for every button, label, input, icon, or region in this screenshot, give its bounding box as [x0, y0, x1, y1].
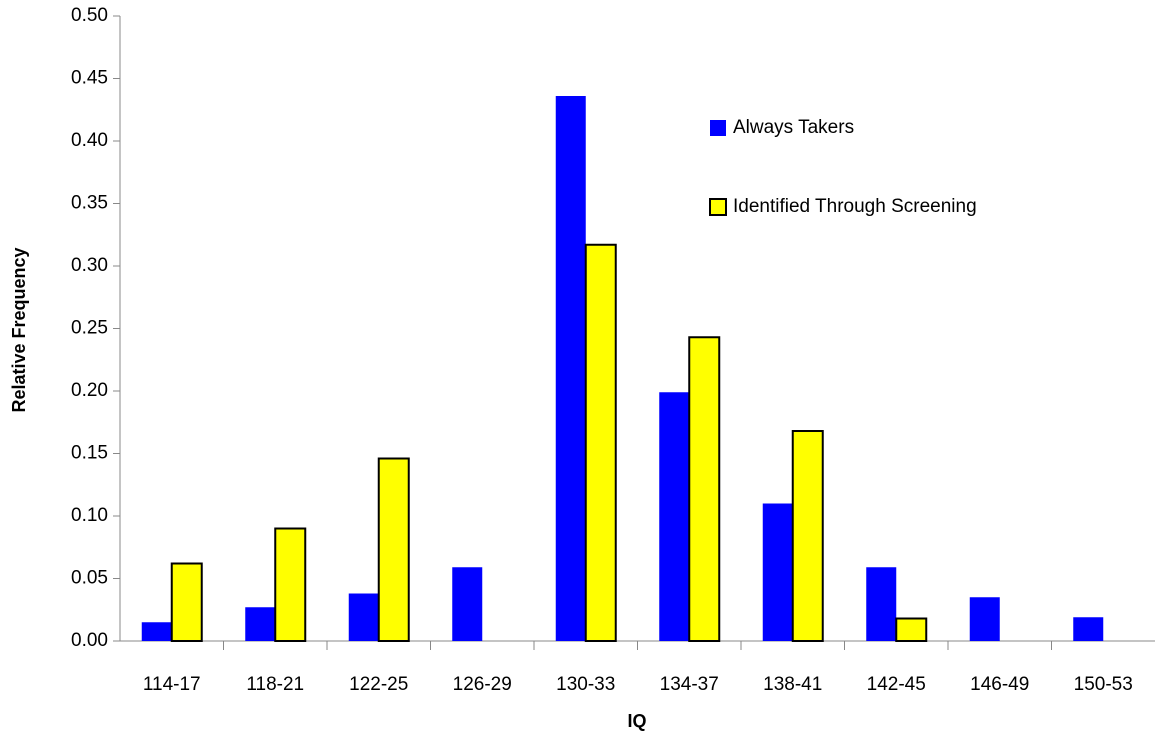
bar: [659, 392, 690, 641]
bar: [584, 243, 617, 642]
y-tick-label: 0.05: [71, 568, 108, 589]
legend-swatch: [710, 120, 726, 136]
y-tick-label: 0.30: [71, 255, 108, 276]
x-axis-title: IQ: [627, 711, 646, 731]
y-tick-label: 0.45: [71, 68, 108, 89]
x-tick-label: 146-49: [970, 674, 1029, 695]
bar: [245, 607, 276, 641]
bar: [274, 527, 307, 642]
bar: [688, 336, 721, 642]
legend-swatch: [709, 198, 727, 216]
x-tick-label: 150-53: [1074, 674, 1133, 695]
y-axis-title: Relative Frequency: [9, 247, 29, 412]
x-tick-label: 138-41: [763, 674, 822, 695]
bar: [141, 622, 172, 641]
bar: [377, 457, 410, 642]
bar: [555, 96, 586, 641]
x-tick-label: 134-37: [660, 674, 719, 695]
bar: [866, 567, 897, 641]
bar: [895, 617, 928, 642]
legend-label: Always Takers: [733, 117, 854, 138]
y-tick-label: 0.00: [71, 630, 108, 651]
x-tick-label: 114-17: [143, 674, 201, 695]
bar: [969, 597, 1000, 641]
bar: [791, 430, 824, 642]
x-tick-label: 142-45: [867, 674, 926, 695]
bar: [1073, 617, 1104, 641]
y-tick-label: 0.40: [71, 130, 108, 151]
bar: [348, 593, 379, 641]
y-tick-label: 0.35: [71, 193, 108, 214]
x-tick-label: 122-25: [349, 674, 408, 695]
y-tick-label: 0.20: [71, 380, 108, 401]
x-tick-label: 126-29: [453, 674, 512, 695]
y-tick-label: 0.15: [71, 443, 108, 464]
bar: [170, 562, 203, 642]
bar: [762, 503, 793, 641]
legend-label: Identified Through Screening: [733, 196, 977, 217]
bar: [452, 567, 483, 641]
y-tick-label: 0.10: [71, 505, 108, 526]
y-tick-label: 0.50: [71, 5, 108, 26]
x-tick-label: 130-33: [556, 674, 615, 695]
y-tick-label: 0.25: [71, 318, 108, 339]
x-tick-label: 118-21: [246, 674, 304, 695]
